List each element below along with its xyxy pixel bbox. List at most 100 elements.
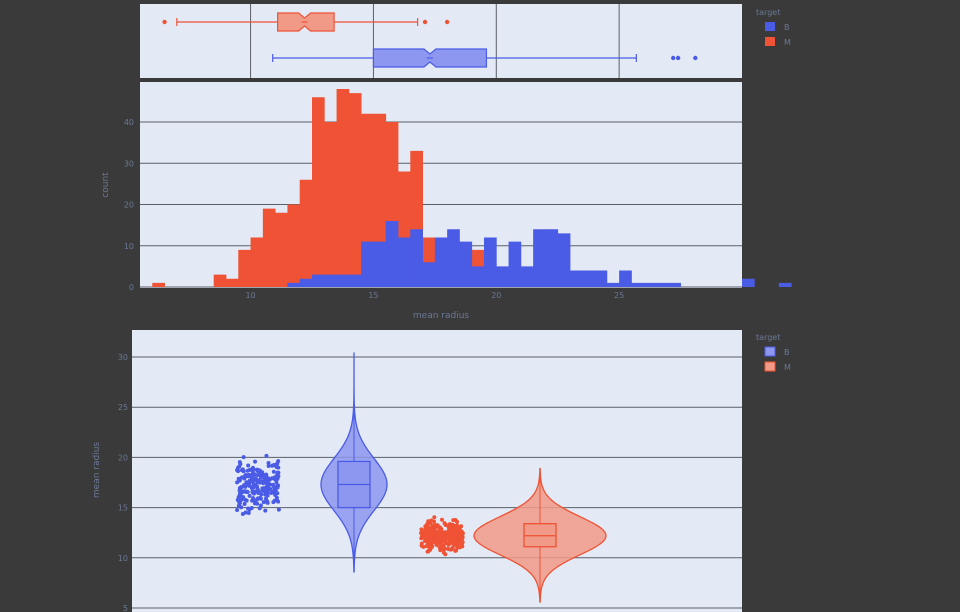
strip-point	[459, 537, 464, 542]
hist-bar	[385, 221, 399, 287]
hist-bar	[496, 266, 509, 287]
strip-point	[246, 463, 251, 468]
box-marks	[162, 12, 698, 68]
legend-bottom[interactable]: target B M	[756, 333, 791, 372]
hist-bar	[262, 208, 276, 287]
hist-bar	[557, 233, 571, 287]
strip-point	[250, 479, 255, 484]
strip-point	[253, 459, 258, 464]
hist-bar	[471, 266, 485, 287]
strip-point	[237, 500, 242, 505]
strip-point	[265, 493, 270, 498]
violin-y-tick-label: 20	[118, 453, 128, 462]
hist-bar	[398, 237, 411, 287]
strip-point	[443, 522, 448, 527]
strip-point	[451, 526, 456, 531]
strip-point	[241, 495, 246, 500]
hist-y-tick-label: 10	[124, 242, 134, 251]
strip-point	[273, 489, 278, 494]
hist-bar	[348, 274, 362, 287]
strip-point	[436, 540, 441, 545]
box-outlier-point	[422, 19, 428, 25]
strip-point	[246, 510, 251, 515]
hist-bar	[152, 282, 165, 287]
hist-x-tick-label: 15	[368, 291, 378, 300]
strip-point	[243, 473, 248, 478]
hist-bar	[545, 229, 559, 287]
hist-series-b	[287, 221, 792, 287]
box-grid	[250, 4, 620, 78]
strip-point	[259, 492, 264, 497]
strip-point	[237, 488, 242, 493]
hist-bars	[152, 89, 792, 287]
strip-point	[271, 484, 276, 489]
strip-point	[457, 529, 462, 534]
legend-top-swatch-b	[765, 22, 775, 31]
hist-bar	[373, 241, 387, 287]
strip-point	[438, 548, 443, 553]
strip-point	[240, 467, 245, 472]
strip-point	[255, 497, 260, 502]
hist-bar	[606, 282, 620, 287]
strip-point	[265, 499, 270, 504]
strip-point	[425, 549, 430, 554]
hist-bar	[238, 249, 251, 287]
strip-point	[447, 522, 452, 527]
strip-point	[266, 461, 271, 466]
strip-point	[250, 489, 255, 494]
strip-point	[437, 525, 442, 530]
violin-group-m	[419, 467, 607, 603]
strip-point	[255, 487, 260, 492]
violin-y-tick-label: 5	[123, 604, 128, 612]
histogram-panel: 0 10 20 30 40 10 15 20 25 mean radius count	[101, 82, 792, 321]
strip-point	[445, 546, 450, 551]
strip-point	[452, 537, 457, 542]
strip-point	[459, 524, 464, 529]
strip-point	[260, 487, 265, 492]
hist-bar	[656, 282, 669, 287]
hist-bar	[631, 282, 645, 287]
strip-point	[276, 474, 281, 479]
violin-y-tick-label: 15	[118, 504, 128, 513]
violin-y-tick-label: 10	[118, 554, 128, 563]
strip-point	[257, 480, 262, 485]
hist-bar	[668, 282, 681, 287]
hist-x-tick-label: 20	[491, 291, 501, 300]
hist-bar	[213, 274, 227, 287]
strip-point	[443, 530, 448, 535]
strip-point	[270, 476, 275, 481]
box-b	[272, 48, 698, 68]
hist-bar	[434, 237, 448, 287]
strip-point	[457, 545, 462, 550]
hist-bar	[582, 270, 595, 287]
strip-point	[257, 468, 262, 473]
hist-bar	[250, 237, 264, 287]
legend-top[interactable]: target B M	[756, 8, 791, 47]
hist-bar	[570, 270, 583, 287]
violin-y-axis-label: mean radius	[92, 442, 102, 499]
strip-point	[429, 518, 434, 523]
strip-point	[276, 465, 281, 470]
hist-bar	[508, 241, 522, 287]
strip-point	[441, 550, 446, 555]
strip-point	[253, 483, 258, 488]
strip-point	[427, 525, 432, 530]
hist-y-tick-label: 30	[124, 159, 134, 168]
legend-bottom-label-m: M	[784, 363, 791, 372]
legend-bottom-swatch-b	[764, 346, 776, 357]
strip-point	[459, 542, 464, 547]
strip-points	[419, 515, 465, 557]
hist-bar	[299, 179, 313, 287]
strip-point	[274, 480, 279, 485]
hist-bar	[742, 278, 755, 287]
strip-point	[455, 526, 460, 531]
strip-points	[235, 453, 281, 517]
violin-plot-area	[132, 330, 742, 612]
strip-point	[442, 536, 447, 541]
legend-top-label-m: M	[784, 38, 791, 47]
violin-panel: 5 10 15 20 25 30 mean radius	[92, 330, 742, 612]
hist-bar	[299, 278, 313, 287]
hist-x-tick-label: 25	[614, 291, 624, 300]
strip-point	[427, 544, 432, 549]
